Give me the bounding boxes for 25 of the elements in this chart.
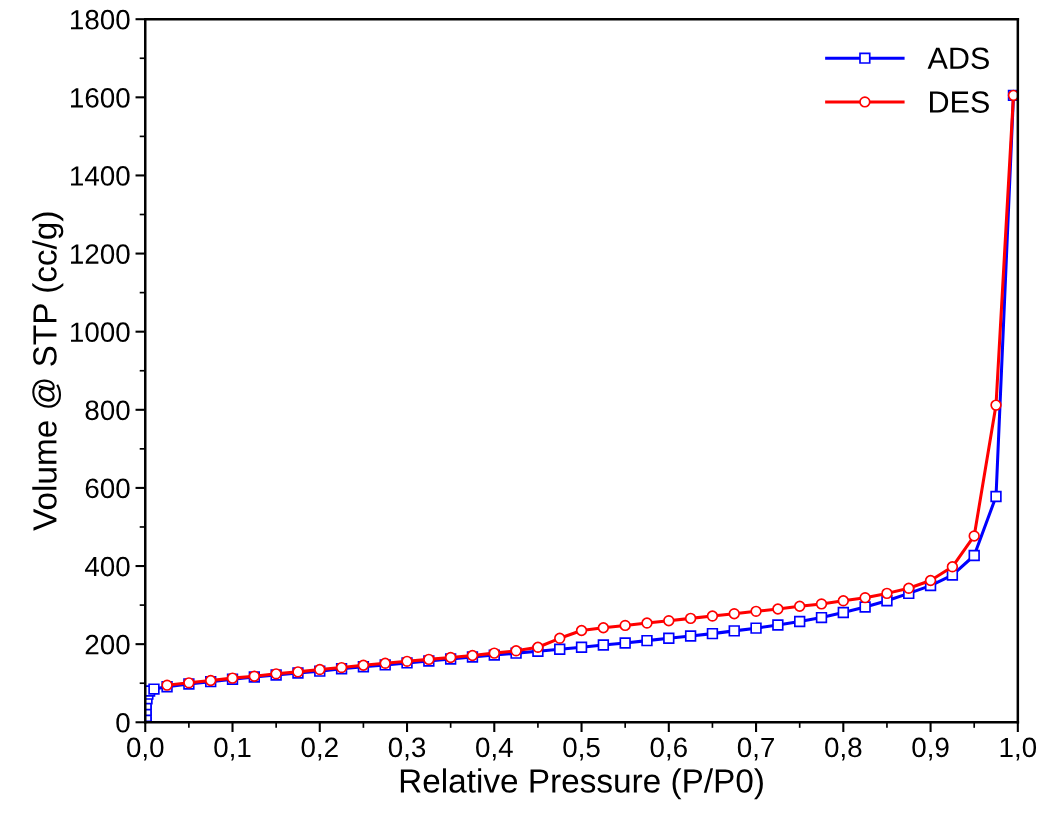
x-tick-label: 0,5 [563, 737, 600, 761]
x-tick-label: 0,6 [650, 737, 687, 761]
y-tick-label: 1000 [71, 322, 130, 343]
y-tick-label: 400 [84, 556, 130, 577]
y-tick-label: 800 [85, 400, 130, 421]
y-tick-label: 1200 [71, 244, 130, 264]
x-tick-label: 0,0 [127, 737, 164, 761]
x-tick-label: 0,1 [214, 737, 251, 761]
x-tick-label: 0,2 [301, 737, 338, 761]
y-tick-label: 1600 [71, 87, 130, 108]
x-tick-label: 0,9 [912, 737, 949, 761]
y-axis-title: Volume @ STP (cc/g) [32, 212, 64, 531]
y-tick-label: 1400 [71, 166, 130, 186]
y-tick-label: 200 [85, 634, 130, 655]
x-tick-label: 1,0 [1000, 737, 1037, 761]
legend-label: DES [930, 91, 989, 113]
x-tick-label: 0,8 [825, 737, 862, 761]
x-tick-label: 0,3 [388, 737, 426, 761]
y-tick-label: 600 [85, 478, 130, 499]
legend-label: ADS [927, 47, 989, 70]
x-tick-label: 0,4 [476, 737, 513, 761]
y-tick-label: 1800 [71, 9, 130, 30]
x-tick-label: 0,7 [737, 737, 774, 761]
y-tick-label: 0 [116, 712, 130, 733]
x-axis-title: Relative Pressure (P/P0) [400, 768, 763, 800]
